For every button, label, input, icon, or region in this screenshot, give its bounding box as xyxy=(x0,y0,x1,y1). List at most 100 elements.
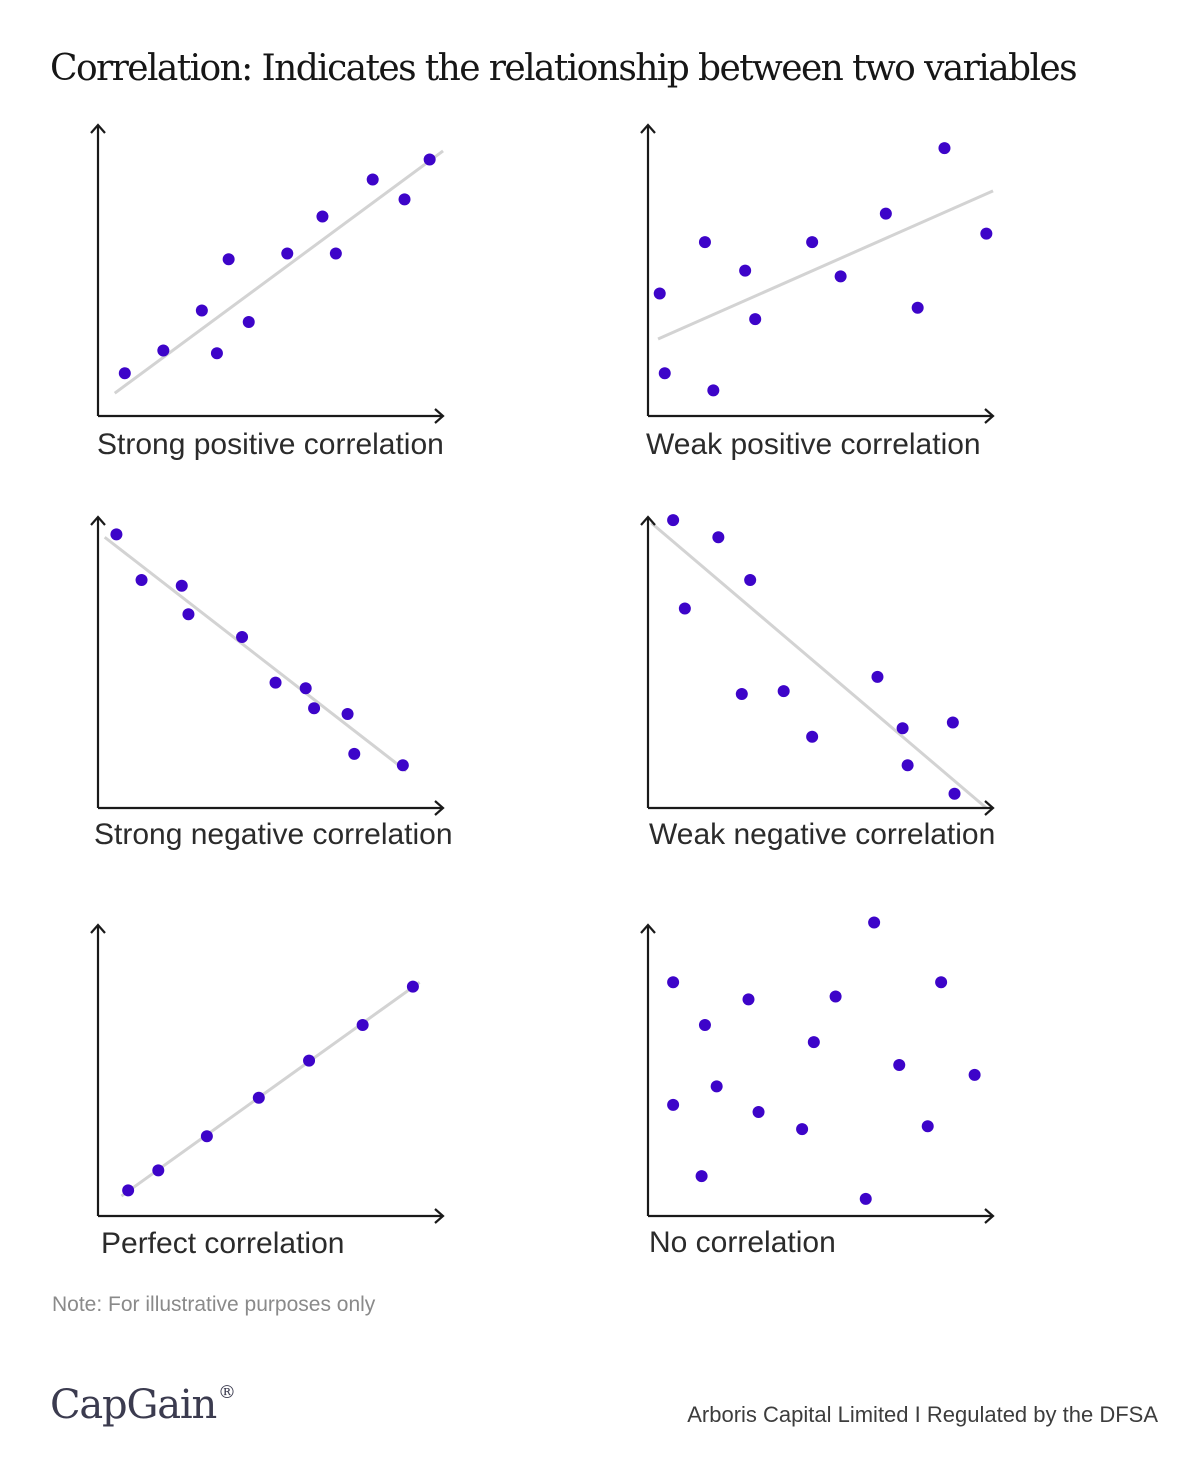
x-axis-arrow xyxy=(984,408,995,424)
brand-logo: CapGain ® xyxy=(50,1381,236,1428)
data-point xyxy=(707,384,720,397)
y-axis-arrow xyxy=(640,923,656,934)
data-point xyxy=(901,759,914,772)
data-point xyxy=(710,1080,723,1093)
data-point xyxy=(796,1123,809,1136)
data-point xyxy=(667,1098,680,1111)
data-point xyxy=(195,304,208,317)
data-point xyxy=(695,1170,708,1183)
scatter-plot xyxy=(90,123,445,424)
data-point xyxy=(806,236,819,249)
data-point xyxy=(222,253,235,266)
trend-line xyxy=(657,189,994,341)
x-axis-arrow xyxy=(434,800,445,816)
data-point xyxy=(236,631,249,643)
data-point xyxy=(879,207,892,220)
y-axis-arrow xyxy=(90,923,106,934)
data-point xyxy=(242,315,255,328)
regulatory-footer: Arboris Capital Limited I Regulated by t… xyxy=(687,1402,1158,1427)
data-point xyxy=(968,1068,981,1081)
scatter-plot xyxy=(640,916,995,1224)
data-point xyxy=(735,688,748,700)
data-point xyxy=(200,1130,213,1143)
data-point xyxy=(893,1058,906,1071)
x-axis-arrow xyxy=(434,408,445,424)
data-point xyxy=(698,236,711,249)
data-point xyxy=(749,313,762,326)
y-axis-arrow xyxy=(640,123,656,134)
data-point xyxy=(777,685,790,698)
data-point xyxy=(398,193,411,206)
data-point xyxy=(135,574,148,586)
y-axis-arrow xyxy=(90,123,106,134)
trend-line xyxy=(113,149,444,395)
chart-label-strong-positive: Strong positive correlation xyxy=(97,428,444,461)
data-point xyxy=(182,608,195,621)
data-point xyxy=(911,301,924,314)
data-point xyxy=(175,579,188,592)
data-point xyxy=(303,1054,316,1067)
data-point xyxy=(834,270,847,283)
data-point xyxy=(712,531,725,544)
data-point xyxy=(896,722,909,735)
data-point xyxy=(356,1019,369,1032)
data-point xyxy=(678,602,691,615)
illustrative-note: Note: For illustrative purposes only xyxy=(52,1293,376,1316)
x-axis-arrow xyxy=(434,1208,445,1224)
data-point xyxy=(299,682,312,695)
chart-label-weak-positive: Weak positive correlation xyxy=(646,428,981,461)
chart-label-weak-negative: Weak negative correlation xyxy=(649,818,996,851)
data-point xyxy=(667,976,680,989)
y-axis-arrow xyxy=(640,515,656,526)
data-point xyxy=(744,574,757,586)
data-point xyxy=(807,1036,820,1049)
trend-line xyxy=(103,536,408,773)
data-point xyxy=(308,702,321,715)
data-point xyxy=(210,347,223,360)
data-point xyxy=(366,173,379,186)
data-point xyxy=(110,528,123,541)
data-point xyxy=(742,993,755,1006)
data-point xyxy=(658,367,671,380)
brand-name: CapGain xyxy=(50,1382,217,1428)
scatter-plot xyxy=(640,514,995,816)
chart-label-no-correlation: No correlation xyxy=(649,1226,836,1259)
data-point xyxy=(341,707,354,720)
trend-line xyxy=(650,521,988,810)
registered-mark: ® xyxy=(218,1381,236,1403)
data-point xyxy=(948,787,961,800)
data-point xyxy=(252,1091,265,1104)
data-point xyxy=(653,287,666,300)
data-point xyxy=(122,1184,135,1197)
data-point xyxy=(281,247,294,260)
data-point xyxy=(157,344,170,357)
data-point xyxy=(316,210,329,223)
data-point xyxy=(396,759,409,772)
x-axis-arrow xyxy=(984,1208,995,1224)
data-point xyxy=(348,747,361,760)
chart-label-perfect: Perfect correlation xyxy=(101,1227,345,1260)
data-point xyxy=(946,716,959,729)
data-point xyxy=(938,142,951,155)
chart-label-strong-negative: Strong negative correlation xyxy=(94,818,453,851)
data-point xyxy=(868,916,881,929)
trend-line xyxy=(120,981,421,1198)
data-point xyxy=(829,990,842,1003)
data-point xyxy=(859,1192,872,1205)
data-point xyxy=(698,1019,711,1032)
data-point xyxy=(329,247,342,260)
data-point xyxy=(980,227,993,240)
data-point xyxy=(406,980,419,993)
data-point xyxy=(752,1105,765,1118)
scatter-plot xyxy=(90,515,445,816)
data-point xyxy=(806,730,819,743)
x-axis-arrow xyxy=(984,800,995,816)
y-axis-arrow xyxy=(90,515,106,526)
scatter-plot xyxy=(90,923,445,1224)
data-point xyxy=(667,514,680,527)
scatter-plot xyxy=(640,123,995,424)
data-point xyxy=(871,670,884,683)
data-point xyxy=(118,367,131,380)
data-point xyxy=(935,976,948,989)
data-point xyxy=(423,153,436,166)
